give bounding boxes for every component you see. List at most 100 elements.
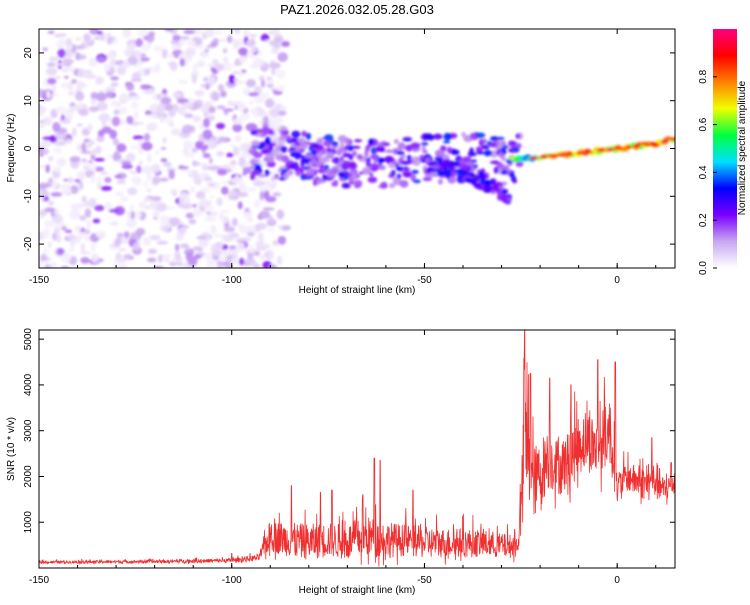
spectrogram-cell <box>40 253 48 262</box>
spectrogram-cell <box>382 142 391 147</box>
spectrogram-cell <box>44 265 52 268</box>
spectrogram-cell <box>136 165 142 174</box>
spectrogram-cell <box>515 160 524 168</box>
spectrogram-cell <box>157 254 163 263</box>
spectrogram-cell <box>269 61 276 70</box>
spectrogram-cell <box>96 56 107 63</box>
spectrogram-cell <box>130 95 142 100</box>
spectrogram-cell <box>253 263 260 268</box>
snr-y-ticks: 1000 2000 3000 4000 5000 <box>23 328 675 533</box>
y-tick-label: 0 <box>23 145 34 151</box>
spectrogram-cell <box>164 29 174 32</box>
spectrogram-cell <box>160 146 167 151</box>
spectrogram-cell <box>39 259 44 268</box>
colorbar-tick-label: 0.2 <box>698 213 709 227</box>
spectrogram-cell <box>138 160 143 166</box>
spectrogram-cell <box>241 152 253 159</box>
spectrogram-cell <box>121 161 132 166</box>
spectrogram-cell <box>75 52 81 61</box>
spectrogram-cell <box>141 165 154 174</box>
spectrogram-cell <box>400 160 411 165</box>
spectrogram-cell <box>74 225 82 231</box>
colorbar-tick-label: 0.0 <box>698 261 709 275</box>
spectrogram-cell <box>223 56 229 64</box>
spectrogram-cell <box>368 138 375 146</box>
spectrogram-cell <box>257 232 264 242</box>
spectrogram-cell <box>469 147 474 155</box>
x-tick-label: -50 <box>417 275 432 286</box>
spectrogram-cell <box>91 148 97 156</box>
spectrogram-cell <box>192 203 197 208</box>
x-tick-label: -150 <box>29 275 49 286</box>
spectrogram-cell <box>177 106 186 116</box>
spectrogram-cell <box>153 265 164 268</box>
spectrogram-cell <box>98 113 111 122</box>
spectrogram-cell <box>72 208 80 217</box>
spectrogram-cell <box>161 96 172 105</box>
spectrogram-cell <box>64 75 69 79</box>
spectrogram-cell <box>170 128 182 136</box>
spectrogram-cell <box>112 259 121 264</box>
spectrogram-cell <box>152 196 162 202</box>
spectrogram-cell <box>224 110 229 116</box>
spectrogram-cell <box>515 142 522 149</box>
spectrogram-cell <box>208 138 216 149</box>
spectrogram-cell <box>294 155 301 160</box>
spectrogram-cell <box>411 169 419 174</box>
spectrogram-cell <box>120 196 129 202</box>
spectrogram-cell <box>114 175 122 179</box>
spectrogram-cell <box>276 69 286 79</box>
spectrogram-cell <box>274 192 282 197</box>
spectrogram-cell <box>239 72 244 77</box>
spectrogram-cell <box>253 151 263 159</box>
spectrogram-cell <box>71 79 78 84</box>
spectrogram-cell <box>57 48 66 59</box>
spectrogram-cell <box>147 240 152 246</box>
spectrogram-cell <box>310 158 317 165</box>
spectrogram-cell <box>119 93 131 103</box>
spectrogram-cell <box>64 48 73 58</box>
spectrogram-cell <box>490 178 495 185</box>
spectrogram-cell <box>223 226 236 233</box>
spectrogram-cell <box>446 168 452 176</box>
spectrogram-cell <box>596 148 605 153</box>
spectrogram-cell <box>379 146 386 152</box>
spectrogram-cell <box>169 217 181 226</box>
spectrogram-cell <box>380 181 388 189</box>
spectrogram-cell <box>272 240 279 245</box>
y-tick-label: -20 <box>23 236 34 251</box>
spectrogram-cell <box>135 209 142 220</box>
spectrogram-cell <box>207 75 216 86</box>
spectrogram-cell <box>172 103 179 113</box>
spectrogram-cell <box>81 195 87 203</box>
spectrogram-cell <box>215 63 225 72</box>
spectrogram-cell <box>88 197 97 208</box>
spectrogram-cell <box>143 133 151 142</box>
spectrogram-cell <box>207 206 215 210</box>
spectrogram-cell <box>500 165 510 171</box>
spectrogram-cell <box>135 227 146 236</box>
spectrogram-cell <box>323 164 329 171</box>
spectrogram-cell <box>247 231 255 237</box>
spectrogram-cell <box>129 145 140 149</box>
spectrogram-cell <box>135 38 143 47</box>
spectrogram-cell <box>188 218 197 225</box>
spectrogram-cell <box>77 181 83 186</box>
spectrogram-cell <box>62 59 75 64</box>
spectrogram-cell <box>264 98 275 109</box>
colorbar-ticks: 0.0 0.2 0.4 0.6 0.8 <box>698 69 717 275</box>
spectrogram-cell <box>192 115 202 123</box>
spectrogram-cell <box>141 141 153 151</box>
spectrogram-cell <box>86 219 92 230</box>
spectrogram-cell <box>222 234 234 243</box>
snr-series <box>39 330 675 567</box>
spectrogram-cell <box>199 187 212 193</box>
spectrogram-cell <box>86 139 95 146</box>
spectrogram-cell <box>246 225 257 233</box>
spectrogram-cell <box>420 142 429 146</box>
y-tick-label: 20 <box>23 47 34 59</box>
spectrogram-cell <box>341 182 350 189</box>
spectrogram-cell <box>226 82 237 86</box>
spectrogram-cell <box>128 43 135 47</box>
spectrogram-cell <box>74 178 81 183</box>
